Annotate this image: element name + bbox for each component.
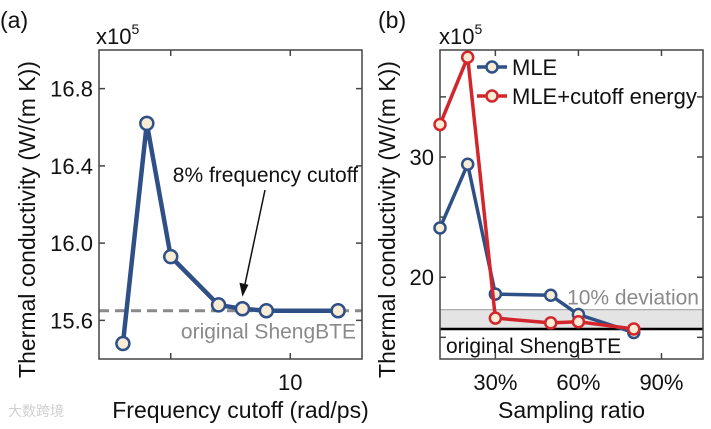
data-point — [433, 117, 447, 132]
data-point — [460, 50, 475, 64]
panel-b: original ShengBTE 10% deviation 20 30 30% 60%… — [374, 7, 704, 423]
x-tick-label: 10 — [278, 370, 302, 395]
band-label: 10% deviation — [567, 287, 699, 310]
data-point — [330, 302, 346, 319]
data-point — [460, 157, 475, 171]
y-tick-label: 15.6 — [50, 308, 93, 333]
arrow-head-icon — [239, 282, 249, 297]
plot-frame — [98, 49, 363, 360]
plot-frame — [439, 49, 704, 360]
deviation-band — [439, 309, 704, 330]
data-point — [162, 248, 179, 265]
legend-label: MLE — [512, 55, 557, 80]
x-axis-label: Frequency cutoff (rad/ps) — [112, 397, 369, 423]
data-point — [543, 316, 558, 330]
y-tick-label: 20 — [410, 265, 434, 290]
reference-label: original ShengBTE — [181, 321, 356, 344]
legend-marker — [485, 60, 499, 74]
y-multiplier: x105 — [439, 21, 482, 49]
data-point — [433, 221, 447, 235]
y-tick-label: 16.8 — [50, 77, 93, 102]
data-point — [115, 335, 131, 352]
panel-label: (b) — [378, 7, 406, 33]
y-multiplier-exponent: 5 — [474, 21, 482, 37]
y-tick-label: 16.0 — [50, 231, 93, 256]
x-tick-label: 90% — [639, 370, 683, 395]
y-axis-label: Thermal conductivity (W/(m K)) — [374, 61, 400, 378]
data-point — [258, 302, 275, 319]
x-axis-label: Sampling ratio — [498, 397, 645, 423]
y-multiplier: x105 — [96, 21, 139, 49]
y-tick-label: 30 — [410, 145, 434, 170]
legend-label: MLE+cutoff energy — [512, 84, 697, 109]
data-point — [627, 322, 641, 336]
x-tick-label: 60% — [556, 370, 600, 395]
panel-label: (a) — [0, 7, 28, 33]
y-axis-label: Thermal conductivity (W/(m K)) — [14, 61, 40, 378]
x-tick-label: 30% — [473, 370, 517, 395]
series-line-mle-cutoff-energy — [438, 55, 635, 331]
series-line-mle — [438, 162, 635, 335]
data-point — [139, 115, 155, 132]
data-point — [210, 297, 227, 313]
y-tick-label: 16.4 — [50, 154, 93, 179]
legend-marker — [485, 89, 499, 103]
panel-a: original ShengBTE 15.6 16.0 16.4 16.8 10Frequ… — [0, 7, 369, 423]
reference-label: original ShengBTE — [446, 335, 621, 358]
watermark: 大数跨境 — [8, 403, 64, 419]
data-point — [571, 314, 586, 329]
annotation-arrow — [243, 189, 266, 287]
data-point — [543, 288, 558, 303]
y-multiplier-exponent: 5 — [131, 21, 139, 37]
data-point — [488, 311, 503, 325]
data-point — [234, 301, 251, 317]
annotation-text: 8% frequency cutoff — [173, 164, 358, 187]
